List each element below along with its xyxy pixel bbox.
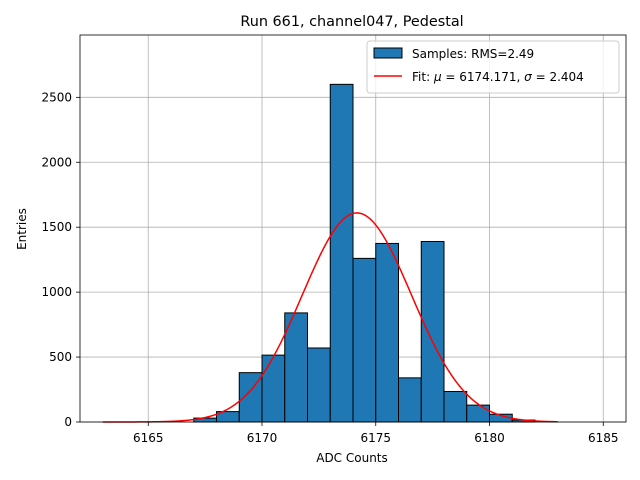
y-tick-label: 2000 xyxy=(41,155,72,169)
y-axis-ticks: 0 500 1000 1500 2000 2500 xyxy=(41,90,80,429)
legend: Samples: RMS=2.49 Fit: μ = 6174.171, σ =… xyxy=(366,40,620,94)
legend-fit-sigma-symbol: σ xyxy=(524,70,532,84)
x-tick-label: 6180 xyxy=(474,431,505,445)
legend-fit-mu-value: = 6174.171, xyxy=(442,70,525,84)
x-tick-label: 6185 xyxy=(588,431,619,445)
legend-samples-label: Samples: RMS=2.49 xyxy=(412,47,534,61)
histogram-bar xyxy=(352,257,377,423)
histogram-bars xyxy=(193,83,536,423)
histogram-bar xyxy=(466,404,490,423)
x-axis-title: ADC Counts xyxy=(316,451,388,465)
histogram-bar xyxy=(284,312,308,423)
histogram-bar xyxy=(307,347,331,423)
legend-samples-swatch xyxy=(373,47,403,59)
y-tick-label: 1000 xyxy=(41,285,72,299)
legend-box xyxy=(366,40,620,94)
x-tick-label: 6175 xyxy=(360,431,391,445)
y-tick-label: 0 xyxy=(64,415,72,429)
histogram-bar xyxy=(443,390,468,423)
y-axis-title: Entries xyxy=(15,208,29,250)
histogram-bar xyxy=(261,354,286,423)
legend-fit-sigma-value: = 2.404 xyxy=(532,70,584,84)
histogram-bar xyxy=(420,240,445,423)
legend-fit-prefix: Fit: xyxy=(412,70,434,84)
histogram-bar xyxy=(398,377,422,423)
fit-curve xyxy=(102,212,558,423)
histogram-bar xyxy=(375,242,399,423)
legend-fit-label: Fit: μ = 6174.171, σ = 2.404 xyxy=(412,70,584,84)
y-tick-label: 1500 xyxy=(41,220,72,234)
legend-fit-mu-symbol: μ xyxy=(433,70,442,84)
y-tick-label: 2500 xyxy=(41,90,72,104)
x-tick-label: 6165 xyxy=(133,431,164,445)
histogram-bar xyxy=(329,83,354,423)
y-tick-label: 500 xyxy=(49,350,72,364)
x-axis-ticks: 6165 6170 6175 6180 6185 xyxy=(133,422,619,445)
chart-title: Run 661, channel047, Pedestal xyxy=(240,14,463,30)
x-tick-label: 6170 xyxy=(247,431,278,445)
plot-frame xyxy=(79,34,627,423)
